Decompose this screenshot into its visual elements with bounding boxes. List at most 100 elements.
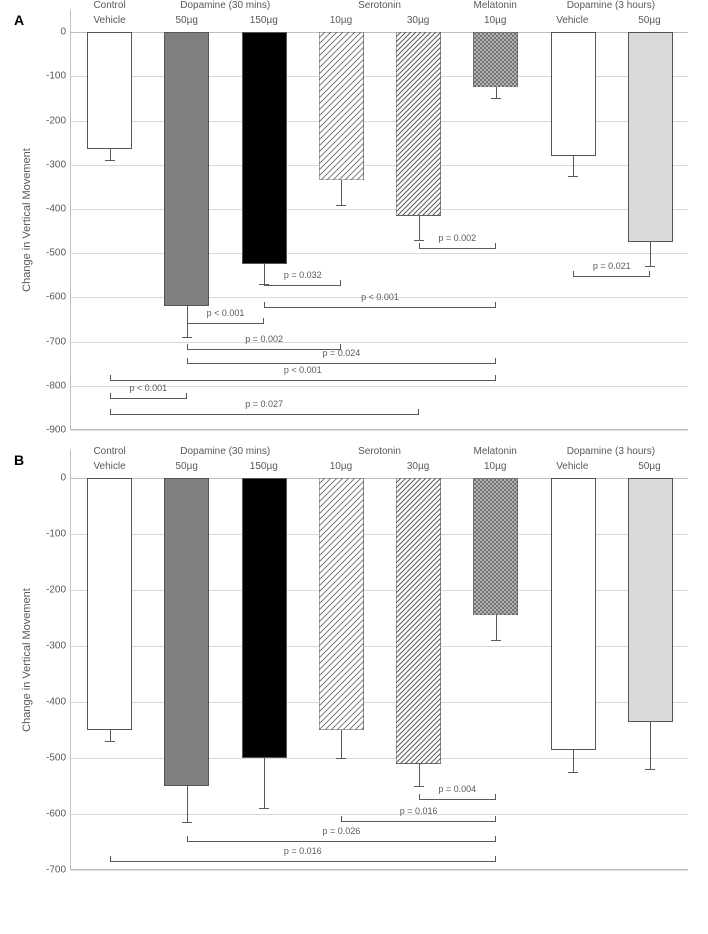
group-header: Serotonin [302,0,456,15]
error-cap [491,98,501,99]
error-bar [650,242,651,266]
condition-label: 150µg [225,461,302,472]
significance-bracket [573,271,650,277]
error-bar [341,730,342,758]
group-header: Dopamine (30 mins) [148,444,302,461]
bar [242,478,287,758]
y-tick-label: -400 [31,697,66,708]
bar [164,32,209,306]
panel-label: A [14,12,24,28]
error-bar [187,786,188,822]
significance-label: p = 0.024 [322,348,360,358]
significance-label: p = 0.016 [400,806,438,816]
bar [551,478,596,750]
condition-label: 50µg [611,461,688,472]
error-bar [496,615,497,640]
group-header: Control [71,444,148,461]
y-tick-label: -100 [31,71,66,82]
condition-label: 30µg [380,461,457,472]
condition-label: 50µg [611,15,688,26]
group-header: Dopamine (30 mins) [148,0,302,15]
y-tick-label: 0 [31,27,66,38]
significance-label: p = 0.002 [438,233,476,243]
bar [164,478,209,786]
error-cap [568,772,578,773]
significance-bracket [110,409,419,415]
y-tick-label: -200 [31,115,66,126]
significance-label: p = 0.026 [322,826,360,836]
condition-label: Vehicle [71,15,148,26]
significance-label: p = 0.021 [593,261,631,271]
error-bar [419,216,420,240]
bar [319,478,364,730]
condition-label: 10µg [302,15,379,26]
condition-label: 30µg [380,15,457,26]
significance-bracket [341,816,496,822]
y-tick-label: -700 [31,865,66,876]
error-cap [645,266,655,267]
bar [319,32,364,180]
error-cap [414,240,424,241]
error-cap [105,160,115,161]
significance-label: p < 0.001 [284,365,322,375]
significance-label: p < 0.001 [129,383,167,393]
group-header: Melatonin [457,444,534,461]
y-tick-label: -400 [31,203,66,214]
significance-label: p = 0.027 [245,399,283,409]
bar [551,32,596,156]
error-cap [568,176,578,177]
y-tick-label: -500 [31,753,66,764]
panel-b: BChange in Vertical Movement0-100-200-30… [10,450,698,890]
group-header: Melatonin [457,0,534,15]
gridline [71,870,688,871]
bar [473,478,518,615]
bar [242,32,287,264]
condition-label: Vehicle [534,15,611,26]
condition-label: 10µg [457,461,534,472]
error-cap [259,808,269,809]
error-cap [336,205,346,206]
significance-label: p < 0.001 [207,308,245,318]
error-bar [341,180,342,204]
y-tick-label: -600 [31,809,66,820]
significance-bracket [419,794,496,800]
y-axis-label: Change in Vertical Movement [21,588,33,732]
error-bar [496,87,497,98]
y-tick-label: -300 [31,641,66,652]
error-bar [264,758,265,808]
y-tick-label: -500 [31,248,66,259]
condition-label: Vehicle [534,461,611,472]
condition-label: 50µg [148,461,225,472]
bar [87,478,132,730]
significance-label: p < 0.001 [361,292,399,302]
significance-bracket [187,358,496,364]
significance-bracket [264,302,496,308]
error-bar [650,722,651,770]
plot-area: Change in Vertical Movement0-100-200-300… [70,450,688,870]
gridline [71,430,688,431]
y-tick-label: -600 [31,292,66,303]
significance-bracket [110,856,496,862]
bar [396,32,441,215]
significance-bracket [110,393,187,399]
error-bar [573,750,574,772]
error-cap [645,769,655,770]
error-cap [182,337,192,338]
bar [87,32,132,149]
significance-bracket [110,375,496,381]
y-tick-label: -200 [31,585,66,596]
group-header: Dopamine (3 hours) [534,444,688,461]
error-cap [182,822,192,823]
gridline [71,342,688,343]
significance-label: p = 0.004 [438,784,476,794]
error-bar [110,730,111,741]
y-tick-label: -900 [31,425,66,436]
significance-bracket [187,344,342,350]
plot-area: Change in Vertical Movement0-100-200-300… [70,10,688,430]
bar [628,478,673,722]
condition-label: Vehicle [71,461,148,472]
bar [628,32,673,242]
significance-label: p = 0.032 [284,270,322,280]
y-tick-label: -800 [31,380,66,391]
significance-bracket [419,243,496,249]
